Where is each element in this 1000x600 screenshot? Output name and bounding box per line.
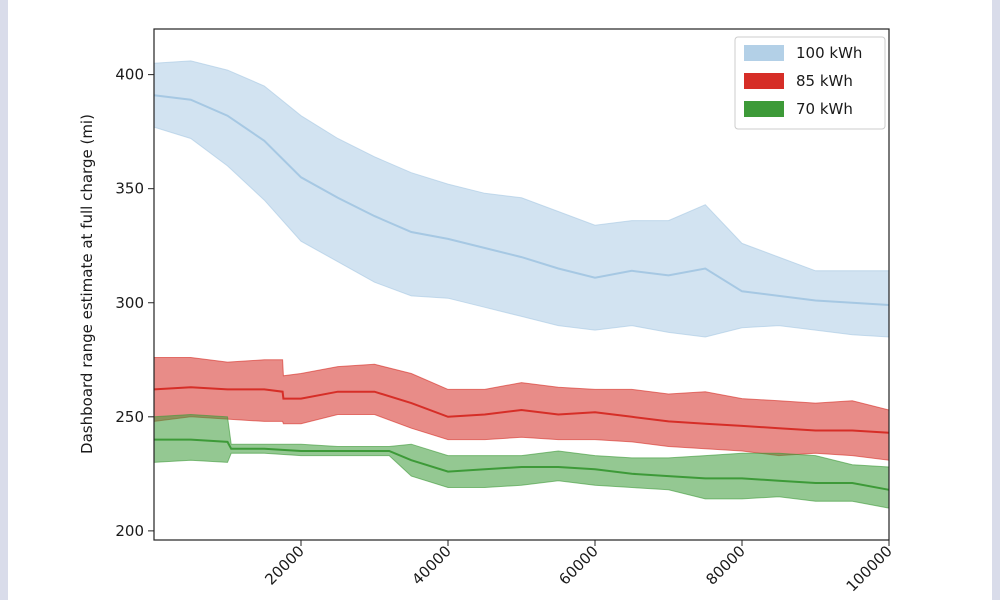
legend-label: 100 kWh <box>796 44 862 62</box>
legend: 100 kWh 85 kWh 70 kWh <box>734 36 886 130</box>
x-tick-label: 80000 <box>702 542 748 588</box>
legend-label: 85 kWh <box>796 72 853 90</box>
y-axis-label: Dashboard range estimate at full charge … <box>78 114 96 454</box>
y-tick-label: 250 <box>115 408 144 426</box>
y-tick-label: 350 <box>115 180 144 198</box>
y-tick-label: 300 <box>115 294 144 312</box>
y-tick-label: 200 <box>115 522 144 540</box>
x-tick-label: 20000 <box>261 542 307 588</box>
y-axis-ticks: 200 250 300 350 400 <box>115 66 154 540</box>
x-tick-label: 60000 <box>555 542 601 588</box>
line-85-kwh <box>153 386 890 434</box>
line-70-kwh <box>154 438 890 491</box>
mean-lines <box>153 94 890 491</box>
legend-swatch <box>744 101 784 117</box>
x-tick-label: 40000 <box>408 542 454 588</box>
axes-frame <box>153 28 890 541</box>
legend-swatch <box>744 73 784 89</box>
legend-swatch <box>744 45 784 61</box>
y-tick-label: 400 <box>115 66 144 84</box>
line-100-kwh <box>153 94 890 306</box>
legend-label: 70 kWh <box>796 100 853 118</box>
x-tick-label: 100000 <box>843 542 896 595</box>
x-axis-ticks: 20000 40000 60000 80000 100000 <box>261 540 896 595</box>
